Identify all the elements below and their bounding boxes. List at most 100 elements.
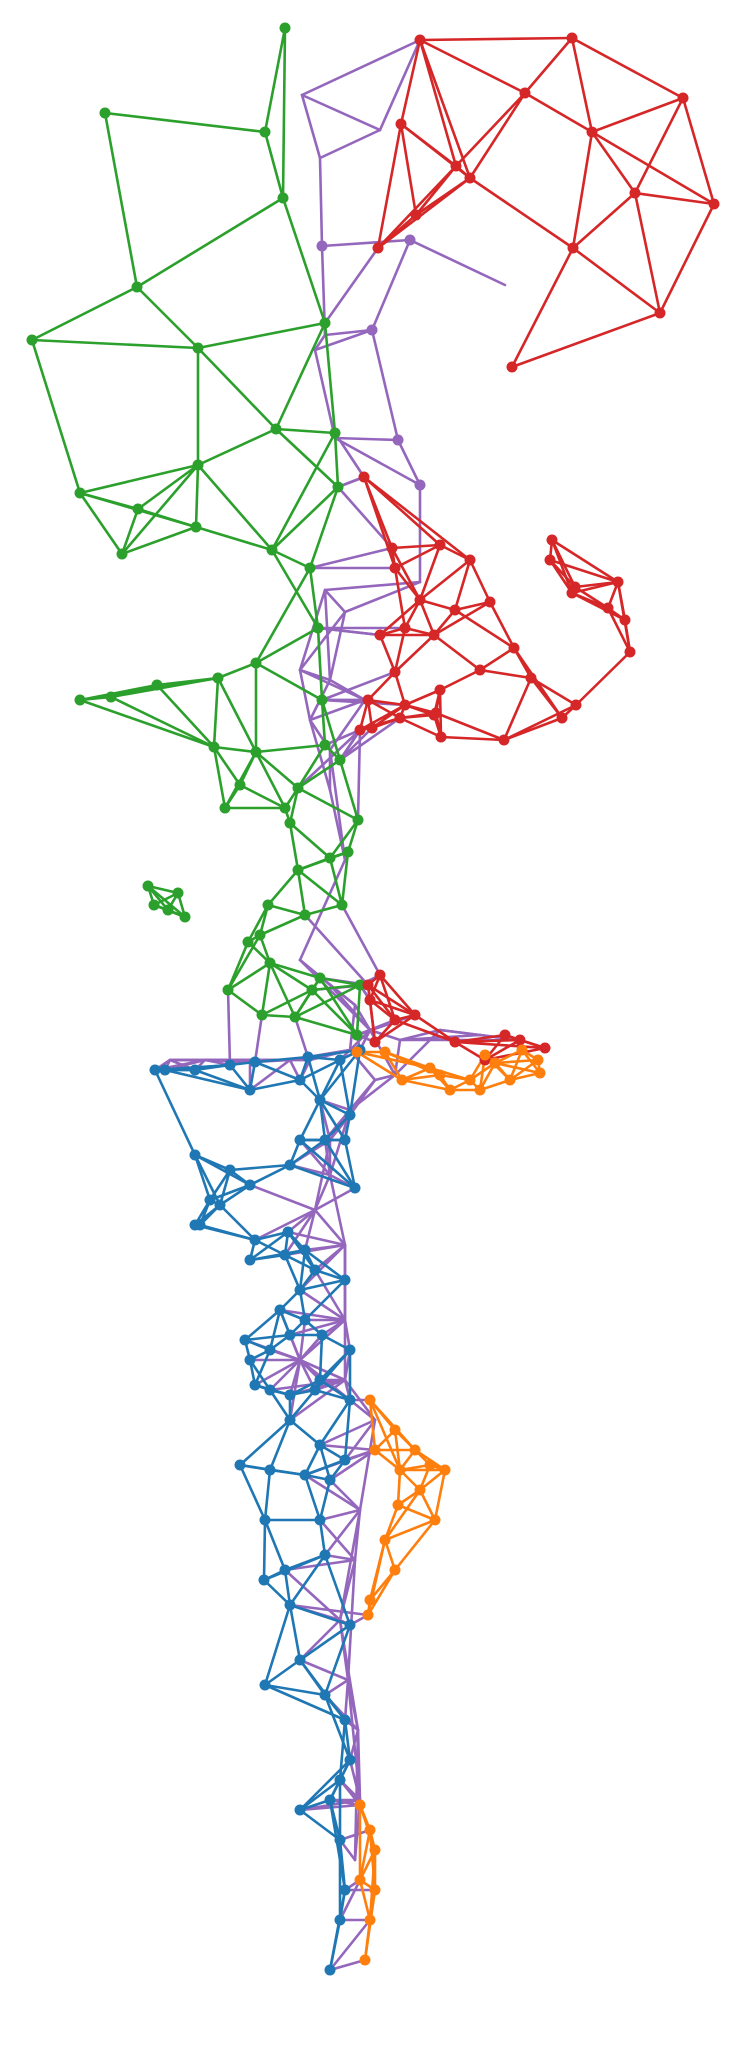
- red-edge: [574, 650, 632, 707]
- red-edge: [570, 36, 685, 100]
- blue-edge: [263, 1658, 302, 1687]
- purple-edge: [338, 728, 362, 762]
- green-node: [192, 459, 204, 471]
- purple-edge: [328, 1918, 372, 1972]
- red-node: [567, 242, 579, 254]
- blue-edge: [268, 1388, 292, 1422]
- blue-edge: [263, 1683, 327, 1697]
- green-edge: [260, 1013, 297, 1019]
- red-node: [369, 1036, 381, 1048]
- orange-edge: [400, 1078, 452, 1092]
- red-node: [450, 160, 462, 172]
- green-edge: [318, 976, 362, 987]
- green-edge: [246, 903, 270, 944]
- purple-edge: [323, 1508, 362, 1557]
- green-edge: [78, 698, 216, 749]
- green-edge: [136, 463, 200, 511]
- blue-node: [189, 1064, 201, 1076]
- green-node: [354, 979, 366, 991]
- orange-node: [351, 1046, 363, 1058]
- red-edge: [548, 558, 577, 589]
- purple-edge: [338, 1878, 362, 1922]
- orange-node: [379, 1046, 391, 1058]
- blue-node: [344, 1394, 356, 1406]
- green-edge: [226, 933, 262, 992]
- green-edge: [293, 983, 362, 1019]
- orange-node: [414, 1484, 426, 1496]
- green-edge: [308, 566, 320, 630]
- red-edge: [523, 91, 594, 134]
- blue-node: [294, 1804, 306, 1816]
- orange-node: [504, 1074, 516, 1086]
- red-edge: [418, 36, 574, 42]
- red-edge: [399, 38, 422, 126]
- purple-edge: [268, 1358, 302, 1392]
- orange-edge: [400, 1073, 442, 1082]
- orange-edge: [368, 1398, 377, 1452]
- purple-edge: [373, 1073, 397, 1082]
- blue-node: [334, 1774, 346, 1786]
- green-edge: [78, 463, 200, 495]
- red-edge: [366, 670, 397, 702]
- blue-edge: [318, 1098, 327, 1142]
- orange-node: [464, 1074, 476, 1086]
- blue-node: [224, 1059, 236, 1071]
- blue-node: [344, 1344, 356, 1356]
- orange-node: [389, 1424, 401, 1436]
- blue-edge: [318, 1398, 352, 1447]
- orange-edge: [383, 1488, 422, 1542]
- blue-edge: [323, 1623, 352, 1697]
- purple-edge: [333, 436, 422, 487]
- red-node: [498, 734, 510, 746]
- blue-edge: [306, 1055, 322, 1102]
- red-edge: [403, 688, 442, 707]
- blue-edge: [283, 1253, 302, 1292]
- green-node: [279, 802, 291, 814]
- red-edge: [413, 1013, 457, 1044]
- red-edge: [378, 973, 417, 1017]
- red-node: [428, 709, 440, 721]
- green-edge: [155, 676, 220, 687]
- blue-edge: [298, 1138, 357, 1190]
- blue-node: [339, 1274, 351, 1286]
- blue-edge: [263, 1518, 287, 1572]
- blue-node: [284, 1414, 296, 1426]
- green-edge: [270, 548, 312, 570]
- green-node: [26, 334, 38, 346]
- purple-edge: [298, 610, 347, 672]
- orange-node: [394, 1464, 406, 1476]
- purple-edge: [313, 348, 337, 440]
- purple-edge: [318, 128, 382, 160]
- purple-node: [366, 324, 378, 336]
- green-node: [190, 521, 202, 533]
- green-edge: [274, 427, 340, 489]
- blue-node: [294, 1284, 306, 1296]
- purple-edge: [313, 1208, 347, 1247]
- green-node: [192, 342, 204, 354]
- green-edge: [155, 683, 216, 749]
- orange-node: [364, 1914, 376, 1926]
- red-edge: [376, 122, 403, 250]
- blue-edge: [288, 1378, 322, 1397]
- purple-edge: [298, 668, 312, 722]
- purple-edge: [298, 1243, 347, 1292]
- blue-node: [349, 1182, 361, 1194]
- purple-edge: [323, 1138, 332, 1177]
- purple-edge: [338, 716, 402, 762]
- green-edge: [274, 321, 327, 431]
- blue-node: [279, 1249, 291, 1261]
- red-edge: [368, 998, 417, 1017]
- blue-edge: [262, 1578, 292, 1607]
- purple-edge: [318, 156, 324, 248]
- blue-edge: [243, 1333, 292, 1342]
- green-edge: [316, 626, 324, 702]
- blue-edge: [253, 1348, 272, 1387]
- purple-edge: [338, 1558, 357, 1622]
- red-edge: [681, 96, 716, 206]
- red-edge: [376, 176, 472, 250]
- purple-edge: [226, 988, 232, 1067]
- orange-node: [516, 1044, 528, 1056]
- green-node: [172, 887, 184, 899]
- red-node: [434, 539, 446, 551]
